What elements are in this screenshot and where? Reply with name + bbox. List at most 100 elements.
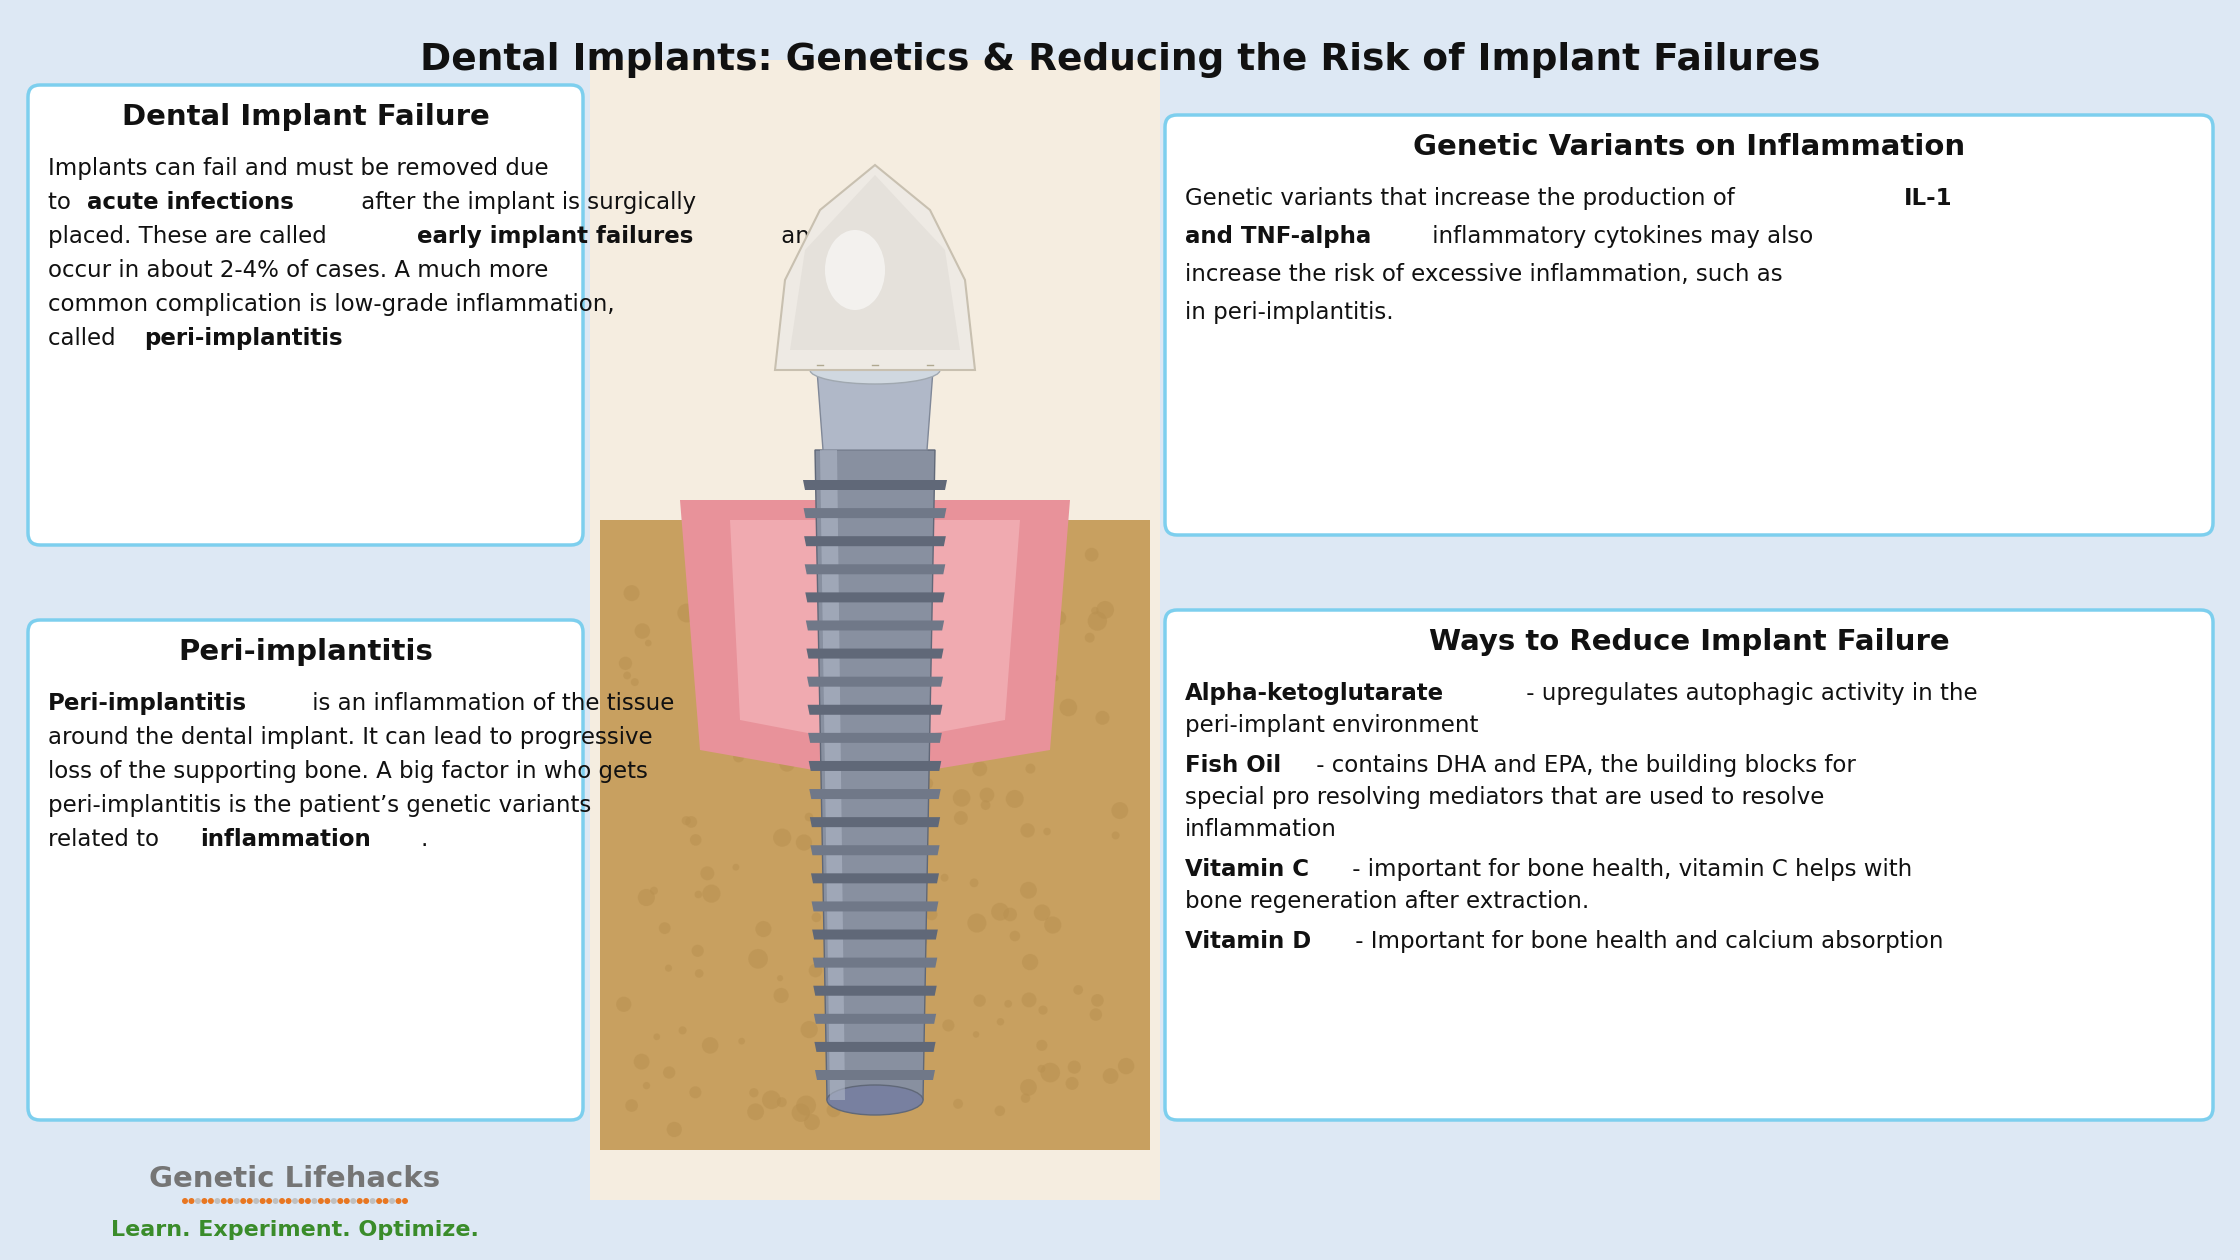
Circle shape [318, 1198, 325, 1205]
Circle shape [703, 590, 712, 598]
Circle shape [777, 1097, 786, 1108]
Circle shape [284, 1198, 291, 1205]
Circle shape [1035, 708, 1046, 721]
Circle shape [645, 640, 652, 646]
Circle shape [665, 965, 672, 971]
Circle shape [638, 888, 654, 906]
Text: after the implant is surgically: after the implant is surgically [354, 192, 697, 214]
Text: Ways to Reduce Implant Failure: Ways to Reduce Implant Failure [1429, 627, 1949, 656]
Circle shape [997, 1018, 1004, 1026]
Circle shape [1010, 931, 1019, 941]
Text: Fish Oil: Fish Oil [1185, 753, 1281, 777]
Polygon shape [813, 1014, 936, 1024]
Circle shape [632, 678, 638, 687]
Circle shape [1006, 790, 1024, 808]
Polygon shape [775, 165, 974, 370]
Circle shape [701, 867, 715, 881]
Circle shape [963, 541, 977, 553]
Circle shape [195, 1198, 202, 1205]
Circle shape [1019, 882, 1037, 898]
Ellipse shape [824, 231, 885, 310]
Circle shape [681, 816, 690, 825]
Circle shape [1068, 1061, 1082, 1074]
Circle shape [1039, 1005, 1048, 1014]
Circle shape [995, 1105, 1006, 1116]
Circle shape [802, 722, 811, 730]
Text: Alpha-ketoglutarate: Alpha-ketoglutarate [1185, 682, 1445, 706]
Circle shape [1021, 1094, 1030, 1102]
Circle shape [376, 1198, 383, 1205]
Text: - upregulates autophagic activity in the: - upregulates autophagic activity in the [1519, 682, 1978, 706]
Circle shape [804, 813, 813, 822]
Circle shape [253, 1198, 260, 1205]
Circle shape [654, 1033, 661, 1041]
Circle shape [1010, 612, 1024, 626]
Circle shape [618, 656, 632, 670]
Circle shape [1091, 994, 1104, 1007]
Circle shape [827, 1102, 840, 1118]
Text: in peri-implantitis.: in peri-implantitis. [1185, 301, 1393, 324]
Circle shape [668, 1121, 681, 1137]
Circle shape [650, 887, 659, 895]
Circle shape [343, 1198, 349, 1205]
Circle shape [780, 756, 795, 771]
Circle shape [896, 995, 912, 1011]
Text: acute infections: acute infections [87, 192, 293, 214]
Circle shape [703, 885, 721, 902]
Circle shape [968, 914, 986, 932]
Circle shape [959, 605, 972, 619]
Text: Dental Implants: Genetics & Reducing the Risk of Implant Failures: Dental Implants: Genetics & Reducing the… [419, 42, 1821, 78]
Circle shape [894, 596, 909, 612]
Circle shape [1060, 698, 1077, 717]
Text: placed. These are called: placed. These are called [47, 226, 334, 248]
Circle shape [795, 834, 813, 850]
Circle shape [762, 1090, 782, 1109]
Circle shape [690, 834, 701, 845]
Circle shape [694, 629, 712, 646]
Circle shape [643, 1082, 650, 1090]
Text: Genetic Variants on Inflammation: Genetic Variants on Inflammation [1413, 134, 1964, 161]
Text: inflammation: inflammation [202, 828, 372, 851]
Circle shape [838, 660, 849, 673]
Circle shape [1017, 547, 1024, 554]
Circle shape [856, 692, 867, 703]
Circle shape [965, 586, 986, 605]
Circle shape [802, 587, 820, 604]
Polygon shape [809, 733, 941, 743]
Circle shape [1021, 993, 1037, 1008]
Text: Genetic variants that increase the production of: Genetic variants that increase the produ… [1185, 186, 1743, 210]
Circle shape [325, 1198, 329, 1205]
Circle shape [1102, 1068, 1118, 1084]
Ellipse shape [811, 357, 941, 384]
Circle shape [1010, 649, 1024, 662]
Circle shape [298, 1198, 305, 1205]
Circle shape [925, 908, 939, 920]
Circle shape [1004, 907, 1017, 921]
Circle shape [208, 1198, 213, 1205]
Text: Vitamin C: Vitamin C [1185, 858, 1308, 881]
Text: to: to [47, 192, 78, 214]
Circle shape [1084, 548, 1098, 562]
Circle shape [1021, 954, 1039, 970]
Polygon shape [806, 620, 943, 630]
Circle shape [1095, 601, 1113, 619]
Polygon shape [809, 761, 941, 771]
Circle shape [1006, 648, 1026, 667]
Circle shape [755, 706, 771, 721]
Circle shape [233, 1198, 240, 1205]
Circle shape [401, 1198, 408, 1205]
Circle shape [692, 945, 703, 956]
Circle shape [972, 1031, 979, 1038]
Circle shape [1044, 828, 1051, 835]
Circle shape [712, 714, 728, 732]
Text: bone regeneration after extraction.: bone regeneration after extraction. [1185, 890, 1588, 914]
Text: called: called [47, 328, 123, 350]
Circle shape [1006, 716, 1021, 731]
Polygon shape [589, 60, 1160, 1200]
Circle shape [732, 751, 744, 762]
Circle shape [363, 1198, 370, 1205]
Text: Vitamin D: Vitamin D [1185, 930, 1310, 953]
Ellipse shape [827, 1085, 923, 1115]
Circle shape [748, 1089, 759, 1097]
Circle shape [659, 922, 670, 934]
